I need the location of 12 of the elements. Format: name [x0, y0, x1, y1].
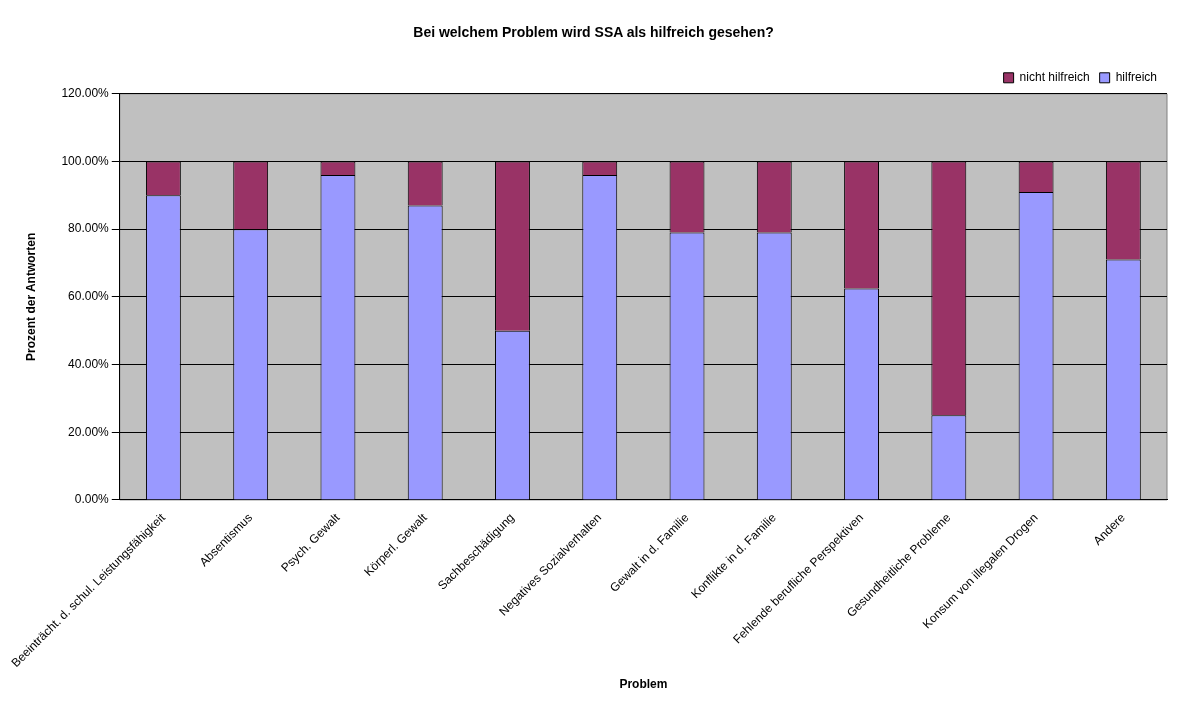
y-tick-label: 0.00% — [74, 492, 110, 507]
legend-label: hilfreich — [1115, 70, 1158, 85]
y-tick-label: 40.00% — [68, 356, 110, 371]
y-tick-label: 20.00% — [68, 424, 110, 439]
x-axis-title: Problem — [619, 677, 668, 692]
y-tick-label: 80.00% — [68, 221, 110, 236]
y-tick-label: 120.00% — [61, 86, 110, 101]
chart-title: Bei welchem Problem wird SSA als hilfreich gesehen? — [413, 24, 774, 41]
y-axis-title: Prozent der Antworten — [23, 232, 38, 361]
y-tick-label: 100.00% — [61, 153, 110, 168]
y-tick-label: 60.00% — [68, 289, 110, 304]
legend-label: nicht hilfreich — [1019, 70, 1090, 85]
